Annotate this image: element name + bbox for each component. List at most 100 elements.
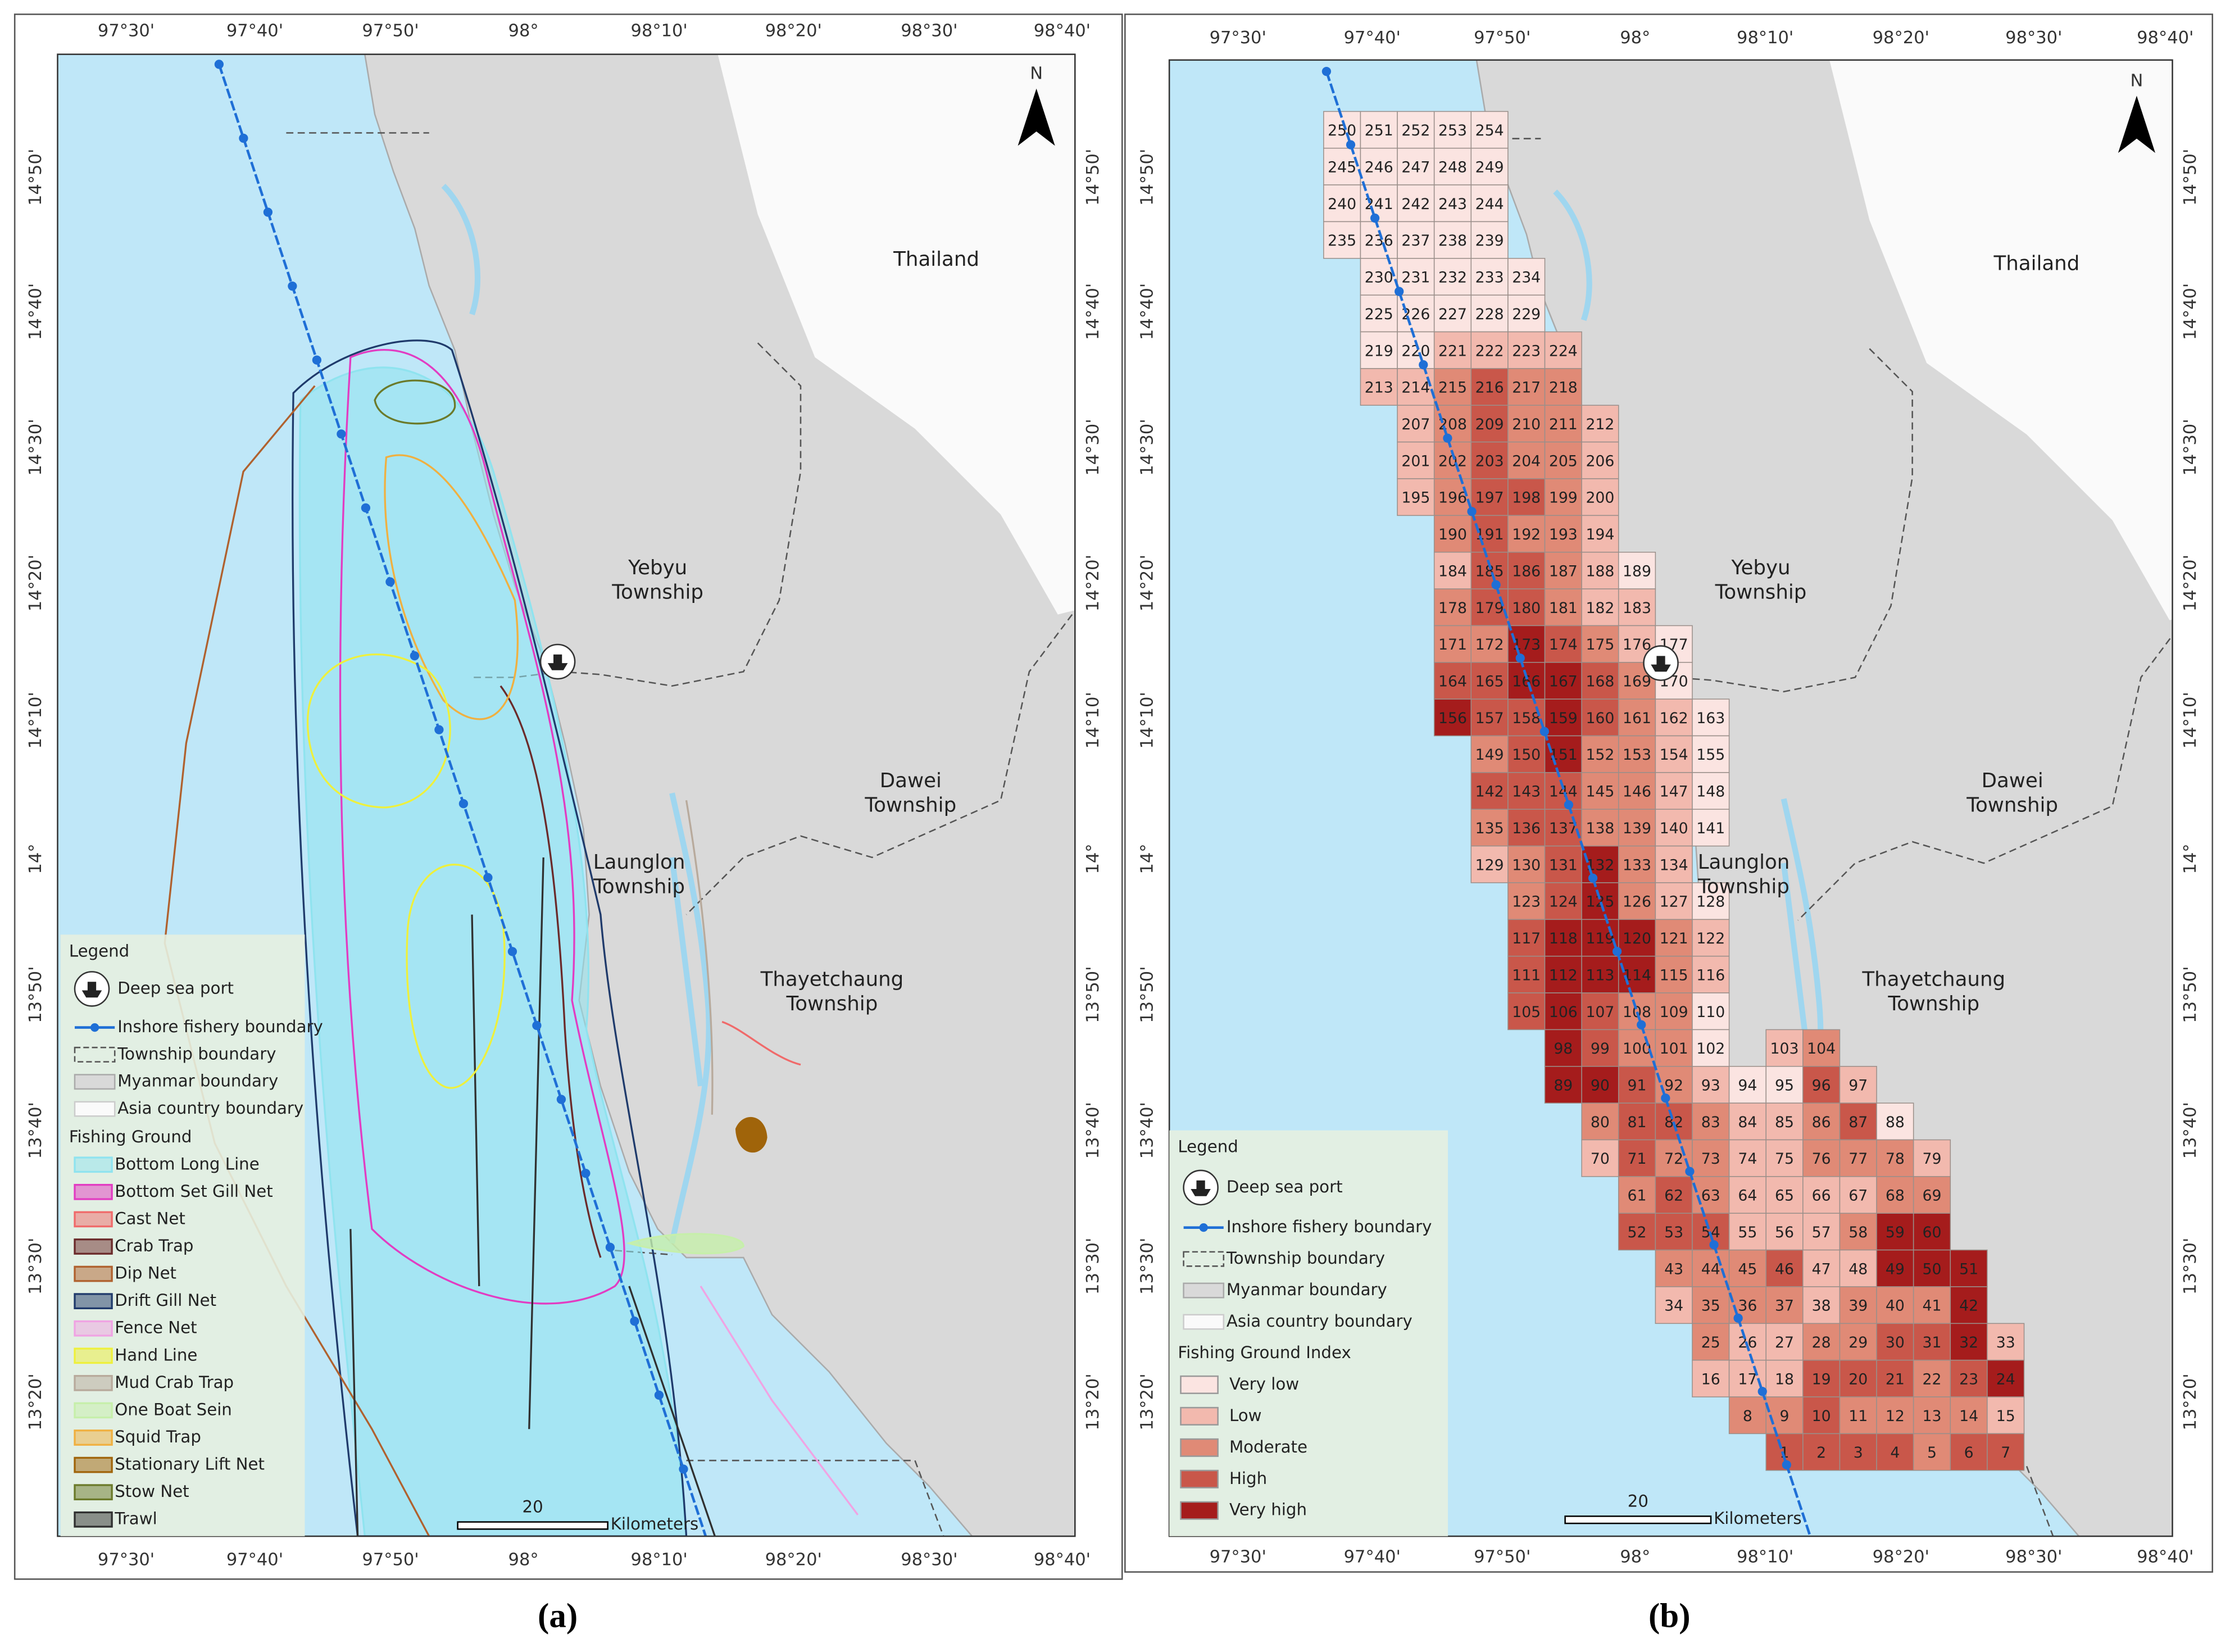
- boundary-point: [1612, 947, 1622, 956]
- grid-cell: [1470, 111, 1509, 149]
- cell-label: 66: [1812, 1187, 1831, 1205]
- cell-label: 244: [1475, 196, 1504, 213]
- grid-cell: [1581, 551, 1619, 589]
- grid-cell: [1618, 882, 1656, 920]
- cell-label: 181: [1549, 600, 1578, 617]
- scale-unit: Kilometers: [611, 1514, 698, 1533]
- grid-cell: [1544, 845, 1582, 883]
- lat-tick-label: 14°40': [26, 283, 46, 340]
- grid-cell: [1802, 1139, 1841, 1177]
- cell-label: 44: [1701, 1260, 1720, 1278]
- cell-label: 172: [1475, 636, 1504, 653]
- cell-label: 53: [1664, 1224, 1683, 1241]
- cell-label: 3: [1854, 1444, 1863, 1462]
- cell-label: 212: [1586, 416, 1614, 433]
- boundary-point: [239, 133, 248, 143]
- grid-cell: [1323, 221, 1361, 259]
- grid-cell: [1987, 1433, 2025, 1471]
- legend-swatch: [74, 1293, 113, 1310]
- boundary-point: [1661, 1093, 1670, 1103]
- cell-label: 210: [1512, 416, 1541, 433]
- cell-label: 67: [1849, 1187, 1868, 1205]
- cell-label: 236: [1365, 232, 1393, 249]
- lat-tick-label: 14°30': [2181, 419, 2200, 475]
- cell-label: 73: [1701, 1150, 1720, 1168]
- cell-label: 149: [1475, 746, 1504, 764]
- legend-swatch: [74, 1347, 113, 1364]
- grid-cell: [1839, 1102, 1877, 1141]
- cell-label: 207: [1401, 416, 1430, 433]
- grid-cell: [1765, 1323, 1804, 1361]
- cell-label: 63: [1701, 1187, 1720, 1205]
- cell-label: 62: [1664, 1187, 1683, 1205]
- boundary-point: [1491, 580, 1501, 589]
- boundary-point: [679, 1464, 688, 1474]
- grid-cell: [1397, 441, 1435, 479]
- lat-tick-label: 13°50': [2181, 966, 2200, 1023]
- grid-cell: [1692, 1029, 1730, 1067]
- boundary-point: [410, 651, 420, 661]
- legend-swatch: [74, 1429, 113, 1446]
- lat-tick-label: 14°20': [1083, 555, 1103, 611]
- grid-cell: [1433, 147, 1472, 185]
- cell-label: 140: [1660, 820, 1688, 837]
- lat-tick-label: 14°30': [1083, 419, 1103, 475]
- grid-cell: [1470, 147, 1509, 185]
- cell-label: 194: [1586, 526, 1614, 543]
- legend-label: Township boundary: [1226, 1249, 1385, 1268]
- lat-tick-label: 13°30': [1083, 1238, 1103, 1295]
- grid-cell: [1581, 882, 1619, 920]
- cell-label: 84: [1738, 1114, 1757, 1131]
- grid-cell: [1876, 1139, 1914, 1177]
- cell-label: 209: [1475, 416, 1504, 433]
- cell-label: 160: [1586, 710, 1614, 727]
- cell-label: 19: [1812, 1370, 1831, 1388]
- legend-swatch: [1183, 1282, 1225, 1299]
- place-label: Thailand: [893, 248, 979, 271]
- cell-label: 86: [1812, 1114, 1831, 1131]
- cell-label: 141: [1696, 820, 1725, 837]
- grid-cell: [1765, 1066, 1804, 1104]
- grid-cell: [1360, 294, 1398, 333]
- boundary-point: [288, 282, 297, 291]
- grid-cell: [1581, 515, 1619, 553]
- lat-tick-label: 14°40': [1083, 283, 1103, 340]
- grid-cell: [1470, 405, 1509, 443]
- grid-cell: [1876, 1249, 1914, 1287]
- cell-label: 161: [1623, 710, 1651, 727]
- cell-label: 31: [1922, 1334, 1941, 1351]
- legend-swatch: [74, 1484, 113, 1501]
- cell-label: 216: [1475, 379, 1504, 397]
- cell-label: 138: [1586, 820, 1614, 837]
- cell-label: 6: [1964, 1444, 1974, 1462]
- boundary-point: [605, 1242, 615, 1252]
- legend-swatch: [1183, 1251, 1225, 1267]
- cell-label: 71: [1628, 1150, 1647, 1168]
- lat-tick-label: 13°50': [26, 966, 46, 1023]
- lon-tick-label: 98°10': [1737, 28, 1793, 48]
- grid-cell: [1950, 1249, 1988, 1287]
- cell-label: 15: [1996, 1408, 2015, 1425]
- grid-cell: [1728, 1249, 1766, 1287]
- lon-tick-label: 98°10': [631, 1550, 688, 1570]
- grid-cell: [1397, 258, 1435, 296]
- lon-tick-label: 98°: [508, 21, 539, 40]
- cell-label: 106: [1549, 1004, 1578, 1021]
- cell-label: 193: [1549, 526, 1578, 543]
- cell-label: 72: [1664, 1150, 1683, 1168]
- legend-label: High: [1229, 1469, 1267, 1488]
- grid-cell: [1507, 405, 1546, 443]
- cell-label: 10: [1812, 1408, 1831, 1425]
- legend-swatch: [74, 1265, 113, 1282]
- lon-tick-label: 97°50': [362, 1550, 419, 1570]
- lat-tick-label: 13°20': [1137, 1373, 1157, 1430]
- boundary-point: [361, 503, 371, 513]
- river: [669, 792, 712, 1244]
- lat-tick-label: 14°50': [2181, 149, 2200, 206]
- cell-label: 158: [1512, 710, 1541, 727]
- cell-label: 201: [1401, 452, 1430, 470]
- lon-tick-label: 97°30': [1210, 28, 1266, 48]
- lat-tick-label: 13°20': [26, 1373, 46, 1430]
- cell-label: 70: [1591, 1150, 1610, 1168]
